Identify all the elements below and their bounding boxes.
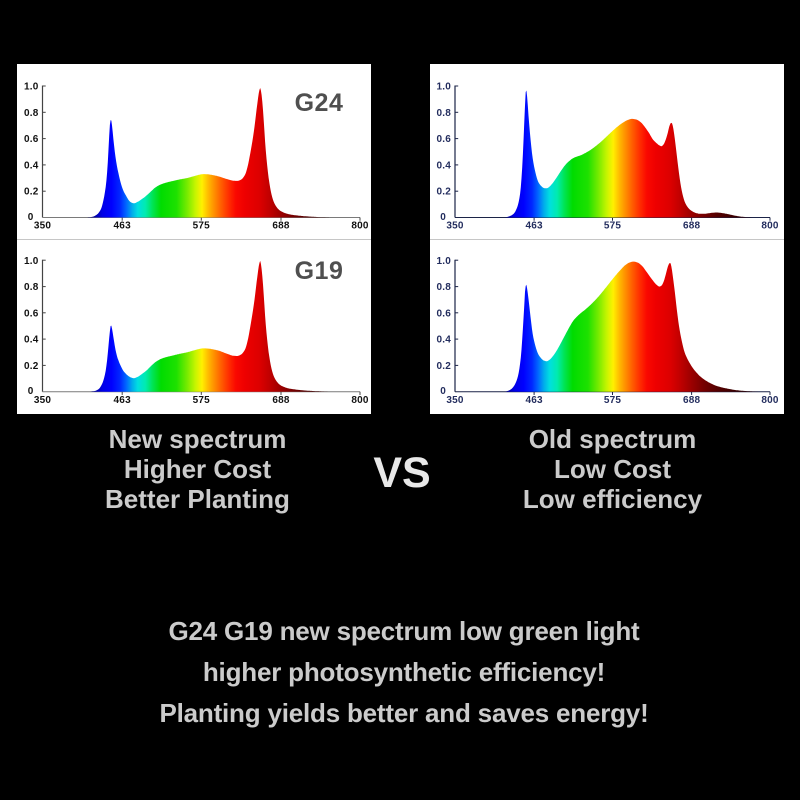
svg-text:463: 463 (525, 395, 543, 406)
svg-text:350: 350 (34, 395, 52, 406)
svg-text:0.4: 0.4 (24, 160, 39, 171)
svg-text:1.0: 1.0 (24, 82, 39, 93)
svg-text:575: 575 (604, 395, 622, 406)
svg-text:688: 688 (272, 395, 290, 406)
svg-text:575: 575 (604, 221, 622, 232)
svg-text:0.2: 0.2 (24, 187, 39, 198)
svg-text:0.4: 0.4 (24, 335, 39, 346)
svg-text:688: 688 (683, 221, 701, 232)
svg-text:463: 463 (114, 221, 132, 232)
svg-text:350: 350 (34, 221, 52, 232)
svg-text:0.6: 0.6 (24, 134, 39, 145)
svg-text:1.0: 1.0 (24, 256, 39, 267)
svg-text:463: 463 (525, 221, 543, 232)
svg-text:0: 0 (28, 212, 34, 223)
svg-text:0.4: 0.4 (436, 335, 451, 346)
svg-text:800: 800 (761, 221, 779, 232)
svg-text:G19: G19 (295, 257, 344, 285)
svg-text:G24: G24 (295, 89, 344, 117)
svg-text:350: 350 (446, 395, 464, 406)
svg-text:0.2: 0.2 (436, 187, 451, 198)
svg-text:463: 463 (114, 395, 132, 406)
svg-text:0.6: 0.6 (436, 134, 451, 145)
svg-text:0: 0 (440, 212, 446, 223)
svg-text:1.0: 1.0 (436, 82, 451, 93)
svg-text:0: 0 (440, 386, 446, 397)
svg-text:575: 575 (193, 395, 211, 406)
svg-text:0.2: 0.2 (436, 361, 451, 372)
svg-text:0: 0 (28, 386, 34, 397)
svg-text:0.8: 0.8 (436, 282, 451, 293)
svg-text:800: 800 (761, 395, 779, 406)
svg-text:800: 800 (351, 395, 369, 406)
svg-text:0.6: 0.6 (24, 308, 39, 319)
svg-text:0.6: 0.6 (436, 308, 451, 319)
svg-text:0.8: 0.8 (24, 108, 39, 119)
svg-text:350: 350 (446, 221, 464, 232)
svg-text:575: 575 (193, 221, 211, 232)
svg-text:0.8: 0.8 (436, 108, 451, 119)
svg-text:688: 688 (272, 221, 290, 232)
svg-text:800: 800 (351, 221, 369, 232)
svg-text:0.4: 0.4 (436, 160, 451, 171)
svg-text:0.8: 0.8 (24, 282, 39, 293)
svg-text:0.2: 0.2 (24, 361, 39, 372)
svg-text:688: 688 (683, 395, 701, 406)
svg-text:1.0: 1.0 (436, 256, 451, 267)
